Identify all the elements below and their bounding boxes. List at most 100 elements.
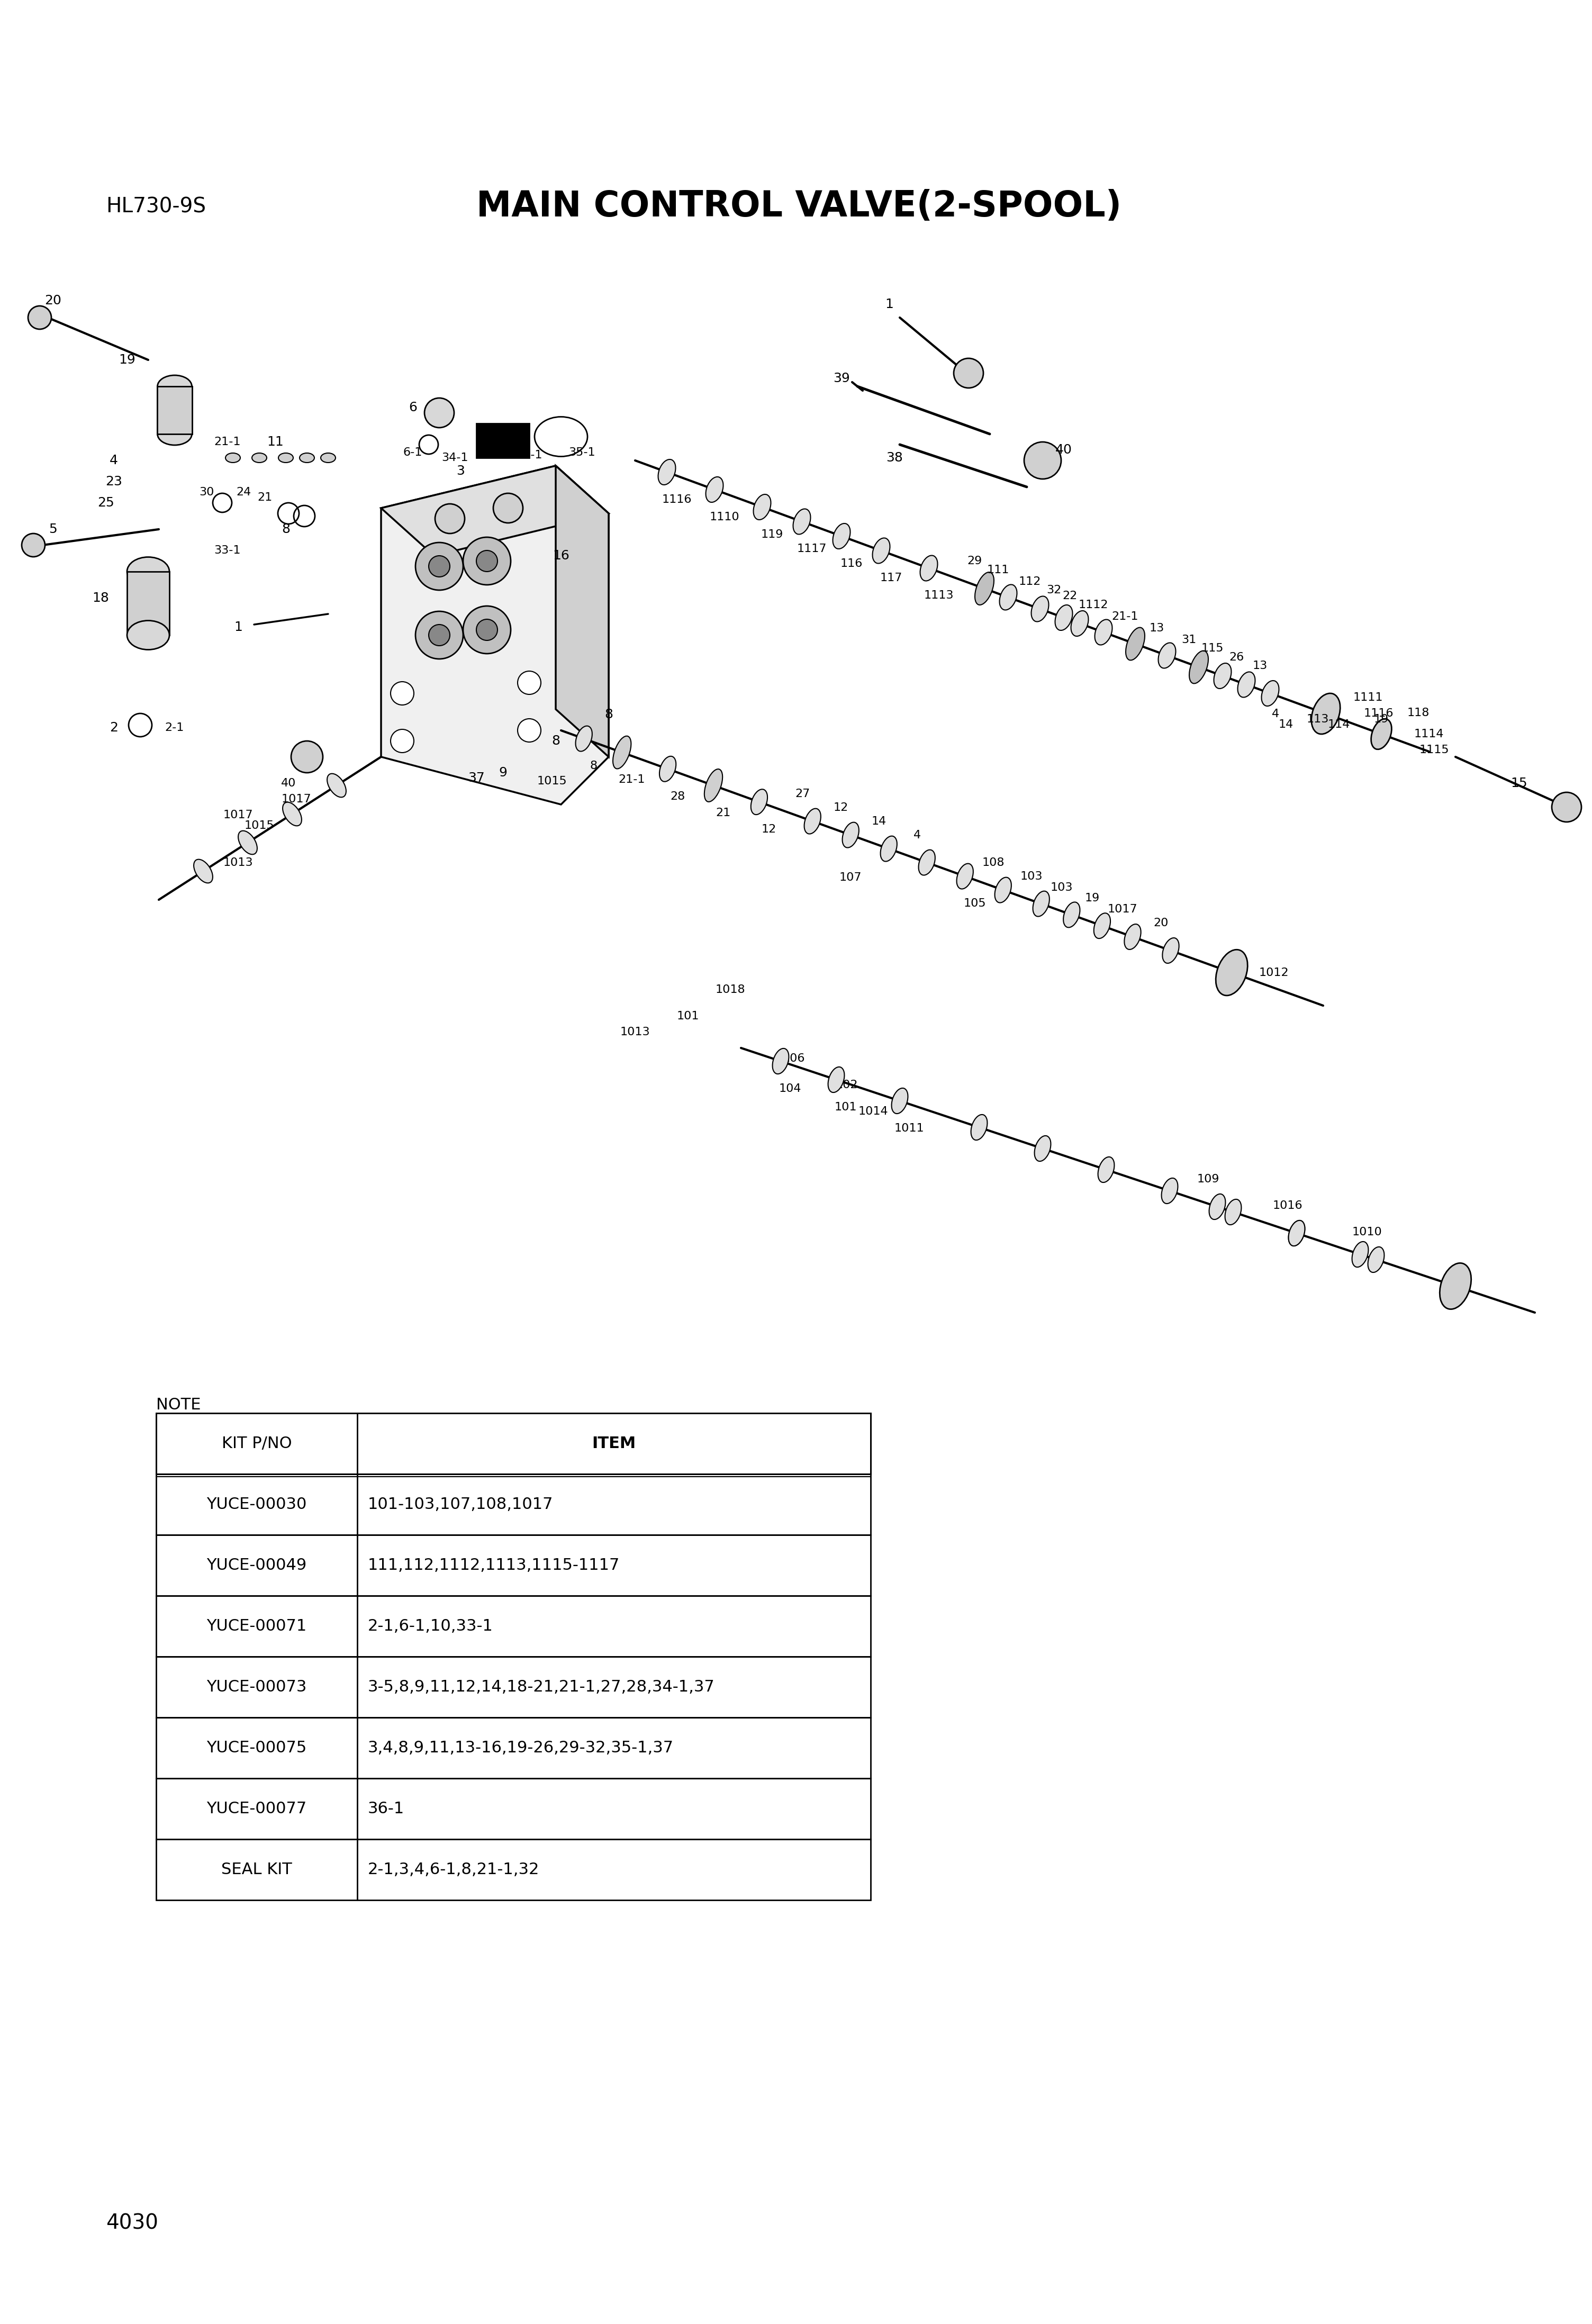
Ellipse shape <box>1224 1199 1242 1225</box>
Ellipse shape <box>657 460 675 486</box>
Text: 1014: 1014 <box>858 1106 888 1118</box>
Text: 6: 6 <box>409 402 417 414</box>
Text: YUCE-00049: YUCE-00049 <box>207 1557 307 1573</box>
Ellipse shape <box>1071 611 1089 637</box>
Text: 13: 13 <box>1253 660 1267 672</box>
Text: 39: 39 <box>833 372 850 386</box>
Text: 8: 8 <box>605 709 613 720</box>
Ellipse shape <box>1368 1248 1385 1274</box>
Ellipse shape <box>1094 913 1110 939</box>
Text: 33-1: 33-1 <box>215 546 240 555</box>
Ellipse shape <box>299 453 314 462</box>
Text: 8: 8 <box>282 523 290 535</box>
Ellipse shape <box>320 453 336 462</box>
Ellipse shape <box>1159 644 1176 669</box>
Text: 3: 3 <box>457 465 465 476</box>
Text: 1013: 1013 <box>223 858 253 867</box>
Ellipse shape <box>919 851 935 876</box>
Ellipse shape <box>1035 1136 1051 1162</box>
Text: 118: 118 <box>1407 706 1430 718</box>
Ellipse shape <box>1063 902 1079 927</box>
Text: 1017: 1017 <box>223 809 253 820</box>
Ellipse shape <box>833 523 850 548</box>
Ellipse shape <box>971 1116 987 1141</box>
Ellipse shape <box>995 878 1011 902</box>
Circle shape <box>463 537 511 586</box>
Circle shape <box>416 611 463 660</box>
Text: 1016: 1016 <box>1272 1199 1302 1211</box>
Ellipse shape <box>158 423 193 446</box>
Text: 4030: 4030 <box>105 2212 158 2233</box>
Text: 108: 108 <box>982 858 1005 867</box>
Text: 1116: 1116 <box>1364 709 1393 718</box>
Polygon shape <box>380 465 608 804</box>
Text: 102: 102 <box>836 1081 858 1090</box>
Bar <box>156 1413 871 1473</box>
Ellipse shape <box>1216 951 1248 995</box>
Text: YUCE-00075: YUCE-00075 <box>207 1741 307 1755</box>
Text: 18: 18 <box>92 593 108 604</box>
Text: 24: 24 <box>236 488 252 497</box>
Ellipse shape <box>659 755 677 781</box>
Text: 14: 14 <box>871 816 887 827</box>
Text: YUCE-00071: YUCE-00071 <box>207 1618 307 1634</box>
Ellipse shape <box>753 495 771 521</box>
Text: ITEM: ITEM <box>592 1436 635 1450</box>
Ellipse shape <box>194 860 213 883</box>
Text: 1117: 1117 <box>798 544 826 553</box>
Text: 3-5,8,9,11,12,14,18-21,21-1,27,28,34-1,37: 3-5,8,9,11,12,14,18-21,21-1,27,28,34-1,3… <box>368 1680 715 1694</box>
Text: 21: 21 <box>258 493 272 502</box>
Text: 8: 8 <box>551 734 560 748</box>
Text: 2-1: 2-1 <box>166 723 185 732</box>
Text: 5: 5 <box>49 523 57 535</box>
Text: 34-1: 34-1 <box>443 453 468 462</box>
Ellipse shape <box>1371 718 1391 748</box>
Text: 36-1: 36-1 <box>516 451 543 460</box>
Text: 32: 32 <box>1046 586 1062 595</box>
Text: 114: 114 <box>1328 718 1350 730</box>
Text: 28: 28 <box>670 790 685 802</box>
Ellipse shape <box>974 572 993 604</box>
Text: 1: 1 <box>234 621 242 634</box>
Ellipse shape <box>704 769 723 802</box>
Ellipse shape <box>804 809 821 834</box>
Ellipse shape <box>751 790 767 816</box>
Text: 30: 30 <box>199 488 213 497</box>
Text: 21-1: 21-1 <box>619 774 645 786</box>
Text: 15: 15 <box>1511 776 1527 790</box>
Ellipse shape <box>326 774 345 797</box>
Text: 1113: 1113 <box>923 590 954 602</box>
Circle shape <box>390 681 414 704</box>
Circle shape <box>22 535 45 558</box>
Text: 1010: 1010 <box>1352 1227 1382 1236</box>
Text: 16: 16 <box>552 548 570 562</box>
Ellipse shape <box>283 802 301 825</box>
Ellipse shape <box>1032 597 1049 621</box>
Text: 117: 117 <box>880 572 903 583</box>
Ellipse shape <box>158 374 193 397</box>
Ellipse shape <box>1208 1195 1226 1220</box>
Ellipse shape <box>1261 681 1278 706</box>
Text: 19: 19 <box>1374 713 1388 725</box>
Text: 23: 23 <box>105 476 123 488</box>
Text: 37: 37 <box>468 772 484 786</box>
Circle shape <box>291 741 323 772</box>
Text: 1110: 1110 <box>710 511 740 523</box>
Ellipse shape <box>226 453 240 462</box>
Text: 1: 1 <box>885 297 893 311</box>
Text: 2-1,3,4,6-1,8,21-1,32: 2-1,3,4,6-1,8,21-1,32 <box>368 1862 540 1878</box>
Text: 1017: 1017 <box>282 795 312 804</box>
Bar <box>156 1413 871 1473</box>
Ellipse shape <box>239 830 258 855</box>
Text: 19: 19 <box>119 353 135 367</box>
Text: 103: 103 <box>1020 872 1043 881</box>
Text: 40: 40 <box>280 779 296 788</box>
Text: 109: 109 <box>1197 1174 1219 1185</box>
Ellipse shape <box>872 537 890 562</box>
Ellipse shape <box>127 621 169 651</box>
Text: 1011: 1011 <box>895 1122 923 1134</box>
Bar <box>156 1657 871 1717</box>
Text: YUCE-00077: YUCE-00077 <box>207 1801 307 1817</box>
Text: 27: 27 <box>794 788 810 799</box>
Text: 21-1: 21-1 <box>215 437 240 446</box>
